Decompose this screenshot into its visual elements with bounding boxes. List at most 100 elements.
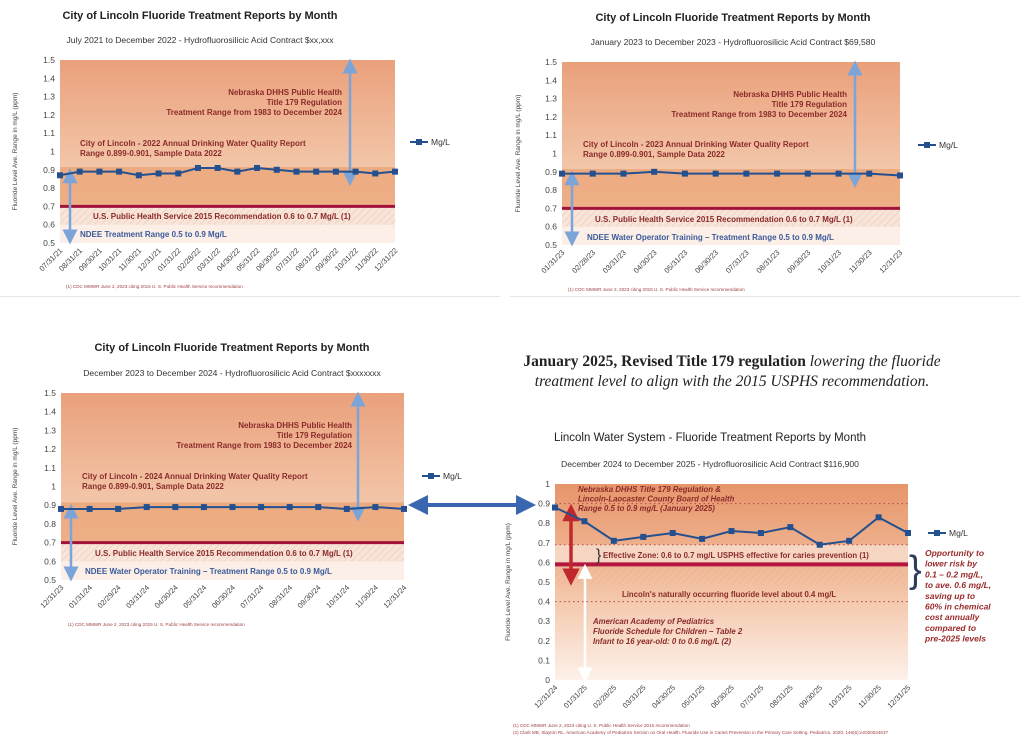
usphs-band-hatch: [61, 542, 404, 562]
divider: [510, 296, 1020, 297]
x-tick-label: 11/30/24: [353, 583, 380, 610]
y-tick-label: 1.1: [43, 128, 55, 138]
data-point: [743, 170, 750, 177]
x-tick-label: 06/30/25: [709, 683, 736, 710]
y-tick-label: 1.5: [545, 57, 557, 67]
opportunity-annotation: 0.1 – 0.2 mg/L,: [925, 569, 983, 579]
chart-subtitle: December 2023 to December 2024 - Hydrofl…: [83, 368, 381, 378]
x-tick-label: 06/30/24: [210, 583, 237, 610]
opportunity-annotation: pre-2025 levels: [924, 634, 986, 644]
opportunity-annotation: saving up to: [925, 591, 975, 601]
aap-annotation: Infant to 16 year-old: 0 to 0.6 mg/L (2): [593, 637, 731, 646]
data-point: [76, 168, 83, 175]
data-point: [875, 514, 882, 521]
data-point: [559, 170, 565, 177]
y-tick-label: 1.5: [44, 388, 56, 398]
treatment-band: [562, 169, 900, 209]
chart-2: City of Lincoln Fluoride Treatment Repor…: [515, 12, 958, 292]
data-point: [200, 504, 207, 511]
regulation-annotation: Nebraska DHHS Public Health: [228, 88, 342, 97]
regulation-annotation: Title 179 Regulation: [772, 100, 848, 109]
data-point: [313, 168, 320, 175]
opportunity-annotation: cost annually: [925, 612, 981, 622]
regulation-annotation: Treatment Range from 1983 to December 20…: [176, 441, 352, 450]
legend-label: Mg/L: [431, 137, 450, 147]
y-tick-label: 0.6: [43, 220, 55, 230]
y-tick-label: 0.9: [43, 165, 55, 175]
chart-title: City of Lincoln Fluoride Treatment Repor…: [62, 10, 337, 22]
data-point: [610, 537, 617, 544]
report-annotation: City of Lincoln - 2023 Annual Drinking W…: [583, 140, 809, 149]
regulation-annotation: Lincoln-Laocaster County Board of Health: [578, 495, 735, 504]
y-tick-label: 0.8: [44, 519, 56, 529]
headline-bold: January 2025, Revised Title 179 regulati…: [523, 353, 806, 370]
y-tick-label: 1.2: [43, 110, 55, 120]
y-axis-label: Fluoride Level Ave. Range in mg/L (ppm): [505, 523, 512, 641]
y-tick-label: 0.3: [538, 616, 550, 626]
y-tick-label: 1.3: [43, 92, 55, 102]
y-tick-label: 1.3: [44, 425, 56, 435]
data-point: [293, 168, 300, 175]
y-tick-label: 0.7: [538, 538, 550, 548]
report-annotation: Range 0.899-0.901, Sample Data 2022: [80, 149, 222, 158]
chart-title: Lincoln Water System - Fluoride Treatmen…: [554, 432, 866, 444]
ndee-band: [61, 561, 404, 580]
chart-subtitle: January 2023 to December 2023 - Hydroflu…: [591, 37, 876, 47]
data-point: [229, 504, 236, 511]
x-tick-label: 10/31/23: [816, 248, 843, 275]
treatment-band: [60, 167, 395, 207]
x-tick-label: 09/30/24: [296, 583, 323, 610]
data-point: [286, 504, 293, 511]
x-tick-label: 04/30/24: [153, 583, 180, 610]
footnote: (1) CDC MMWR June 2, 2023 citing 2015 U.…: [68, 622, 245, 627]
data-point: [58, 505, 64, 512]
usphs-band-hatch: [60, 206, 395, 225]
x-tick-label: 01/31/24: [67, 583, 94, 610]
y-tick-label: 0.5: [538, 577, 550, 587]
x-tick-label: 11/30/25: [856, 683, 883, 710]
x-tick-label: 08/31/25: [768, 683, 795, 710]
regulation-annotation: Nebraska DHHS Title 179 Regulation &: [578, 485, 721, 494]
data-point: [640, 533, 647, 540]
data-point: [681, 170, 688, 177]
footnote: (1) CDC MMWR June 2, 2023 citing U. S. P…: [513, 723, 690, 728]
x-tick-label: 09/30/25: [797, 683, 824, 710]
legend-label: Mg/L: [949, 528, 968, 538]
y-tick-label: 0.8: [545, 185, 557, 195]
regulation-annotation: Range 0.5 to 0.9 mg/L (January 2025): [578, 504, 715, 513]
report-annotation: City of Lincoln - 2022 Annual Drinking W…: [80, 139, 306, 148]
data-point: [728, 528, 735, 535]
opportunity-annotation: Opportunity to: [925, 548, 984, 558]
aap-annotation: American Academy of Pediatrics: [592, 617, 715, 626]
x-tick-label: 02/28/23: [570, 248, 597, 275]
x-tick-label: 09/30/23: [785, 248, 812, 275]
data-point: [699, 535, 706, 542]
data-point: [774, 170, 781, 177]
x-tick-label: 08/31/24: [267, 583, 294, 610]
y-axis-label: Fluoride Level Ave. Range in mg/L (ppm): [12, 428, 19, 546]
data-point: [172, 504, 179, 511]
chart-4: Lincoln Water System - Fluoride Treatmen…: [505, 432, 991, 735]
y-tick-label: 1: [50, 147, 55, 157]
data-point: [651, 168, 658, 175]
regulation-annotation: Title 179 Regulation: [277, 431, 353, 440]
data-point: [194, 164, 201, 171]
x-tick-label: 12/31/24: [381, 583, 408, 610]
y-tick-label: 0.8: [538, 518, 550, 528]
headline-italic-2: treatment level to align with the 2015 U…: [534, 373, 930, 390]
chart-title: City of Lincoln Fluoride Treatment Repor…: [595, 12, 870, 24]
data-point: [905, 530, 911, 536]
y-tick-label: 1.4: [43, 73, 55, 83]
chart-1: City of Lincoln Fluoride Treatment Repor…: [12, 10, 450, 289]
y-tick-label: 1.2: [44, 444, 56, 454]
x-tick-label: 02/28/25: [591, 683, 618, 710]
y-tick-label: 1: [545, 479, 550, 489]
footnote: (1) CDC MMWR June 2, 2023 citing 2015 U.…: [66, 284, 243, 289]
report-annotation: Range 0.899-0.901, Sample Data 2022: [82, 482, 224, 491]
data-point: [866, 170, 873, 177]
y-tick-label: 0.7: [43, 201, 55, 211]
data-point: [214, 164, 221, 171]
y-tick-label: 0.1: [538, 655, 550, 665]
data-point: [372, 504, 379, 511]
data-point: [57, 172, 63, 179]
